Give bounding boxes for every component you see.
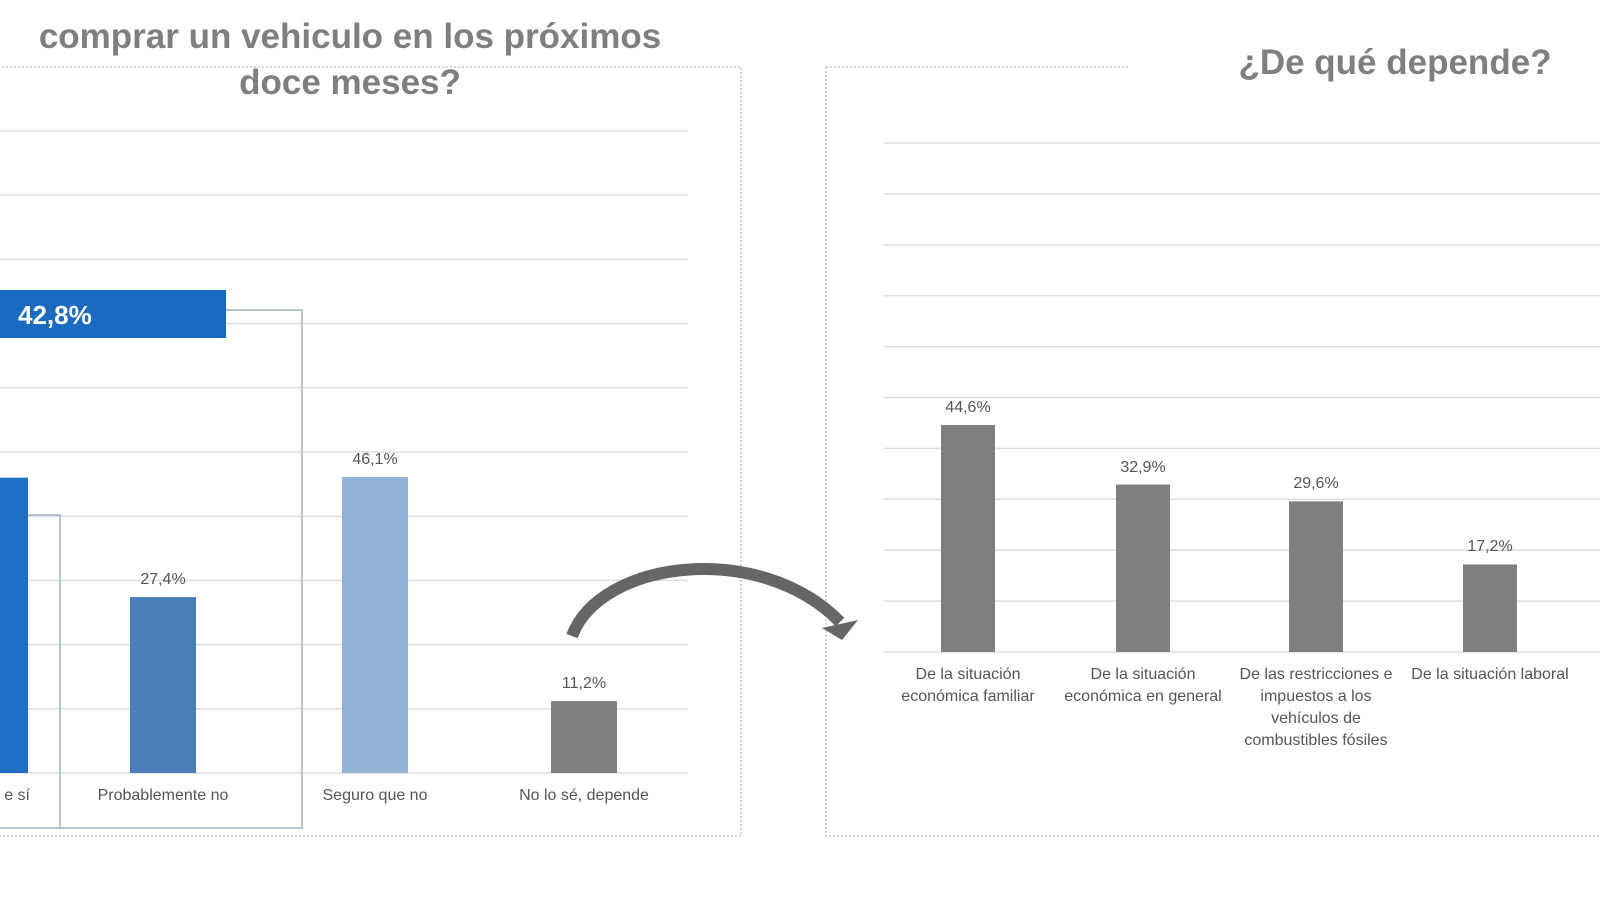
x-tick-label: De la situación económica en general	[1064, 666, 1222, 705]
x-tick-label: Seguro que no	[322, 787, 428, 804]
right-panel-frame	[825, 66, 1600, 837]
connector-arrow	[566, 563, 845, 639]
bar	[130, 597, 196, 773]
bar	[1289, 501, 1343, 652]
value-label: 17,2%	[1467, 538, 1513, 556]
x-tick-label: No lo sé, depende	[519, 787, 649, 804]
x-tick-label: Probablemente no	[97, 787, 229, 804]
value-label: 11,2%	[561, 675, 607, 693]
value-label: 46,1%	[352, 451, 398, 469]
bar	[941, 424, 995, 652]
bar	[1116, 484, 1170, 652]
bar	[342, 477, 408, 773]
bar	[1463, 564, 1517, 652]
x-tick-label: De las restricciones e impuestos a los v…	[1239, 666, 1393, 749]
arrow-head	[822, 620, 858, 640]
title-backdrop	[1130, 55, 1600, 85]
value-label: 29,6%	[1293, 475, 1339, 493]
bar	[0, 477, 28, 773]
x-tick-label: De la situación laboral	[1411, 666, 1569, 683]
bracket	[28, 514, 61, 828]
annotation: 42,8%	[0, 290, 226, 338]
bracket	[0, 309, 303, 829]
x-tick-label: De la situación económica familiar	[901, 666, 1035, 705]
chart-title: comprar un vehiculo en los próximos doce…	[38, 17, 662, 102]
chart-title: ¿De qué depende?	[1238, 43, 1552, 82]
value-label: 32,9%	[1120, 458, 1166, 476]
x-tick-label: e sí	[4, 787, 30, 804]
bar	[551, 701, 617, 773]
value-label: 44,6%	[945, 398, 991, 416]
value-label: 27,4%	[140, 571, 186, 589]
